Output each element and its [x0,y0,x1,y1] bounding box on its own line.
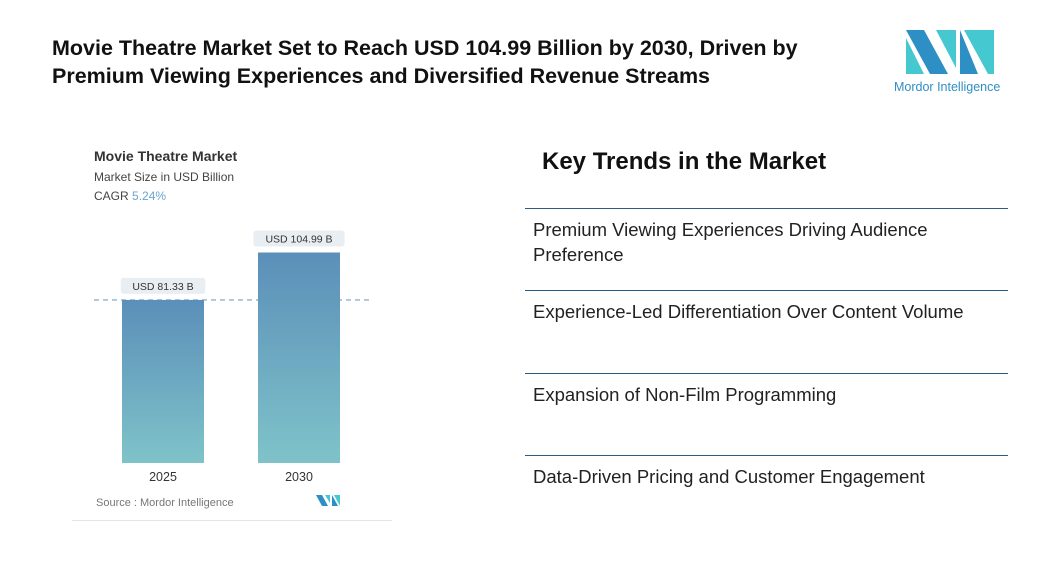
data-label: USD 104.99 B [265,233,332,245]
bar-2025 [122,299,204,463]
trends-title: Key Trends in the Market [542,148,827,175]
trend-item: Expansion of Non-Film Programming [525,373,1008,407]
page-title: Movie Theatre Market Set to Reach USD 10… [52,36,798,88]
bar-2030 [258,252,340,463]
chart-card: USD 81.33 B 2025 USD 104.99 B 2030 Movie Th… [72,130,392,521]
cagr: CAGR 5.24% [94,189,166,203]
data-label-bg [120,277,206,294]
trend-text: Data-Driven Pricing and Customer Engagem… [533,466,925,487]
x-tick-label: 2030 [285,470,313,484]
mordor-logo-icon [906,30,994,74]
cagr-value: 5.24% [132,189,167,203]
source-note: Source : Mordor Intelligence [96,497,234,509]
trend-item: Premium Viewing Experiences Driving Audi… [525,208,1008,267]
trend-item: Data-Driven Pricing and Customer Engagem… [525,455,1008,489]
data-label: USD 81.33 B [132,281,193,293]
bar-chart: USD 81.33 B 2025 USD 104.99 B 2030 [94,230,372,506]
data-label-bg [253,230,345,247]
chart-subtitle: Market Size in USD Billion [94,170,235,184]
mini-logo-icon [316,495,340,506]
x-tick-label: 2025 [149,470,177,484]
cagr-label: CAGR [94,189,129,203]
trend-text: Premium Viewing Experiences Driving Audi… [533,219,928,265]
logo-text: Mordor Intelligence [894,80,1001,94]
trend-text: Expansion of Non-Film Programming [533,384,837,405]
trend-text: Experience-Led Differentiation Over Cont… [533,301,964,322]
chart-title: Movie Theatre Market [94,148,238,164]
trend-item: Experience-Led Differentiation Over Cont… [525,290,1008,324]
